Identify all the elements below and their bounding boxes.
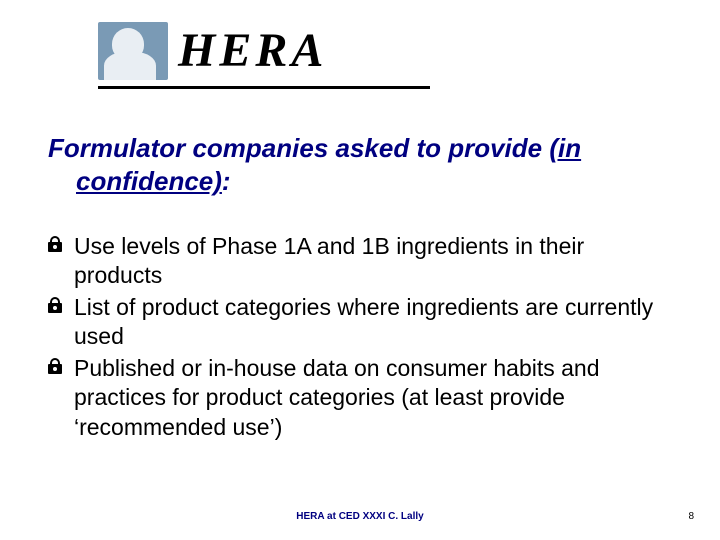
logo-underline — [98, 86, 430, 89]
page-number: 8 — [688, 511, 694, 522]
heading-part-plain: Formulator companies asked to provide — [48, 133, 549, 163]
slide-heading: Formulator companies asked to provide (i… — [48, 132, 672, 199]
heading-part-underlined-1: (in — [549, 133, 581, 163]
list-item-text: Use levels of Phase 1A and 1B ingredient… — [74, 232, 672, 291]
list-item: Published or in-house data on consumer h… — [48, 354, 672, 442]
bullet-list: Use levels of Phase 1A and 1B ingredient… — [48, 232, 672, 444]
lock-icon — [48, 232, 74, 256]
heading-part-tail: : — [222, 166, 231, 196]
logo: HERA — [98, 22, 327, 80]
list-item: List of product categories where ingredi… — [48, 293, 672, 352]
list-item-text: Published or in-house data on consumer h… — [74, 354, 672, 442]
list-item: Use levels of Phase 1A and 1B ingredient… — [48, 232, 672, 291]
list-item-text: List of product categories where ingredi… — [74, 293, 672, 352]
logo-wordmark: HERA — [178, 27, 327, 75]
lock-icon — [48, 293, 74, 317]
logo-mark — [98, 22, 168, 80]
heading-part-underlined-2: confidence) — [76, 166, 222, 196]
lock-icon — [48, 354, 74, 378]
slide: HERA Formulator companies asked to provi… — [0, 0, 720, 540]
footer-text: HERA at CED XXXI C. Lally — [0, 511, 720, 522]
